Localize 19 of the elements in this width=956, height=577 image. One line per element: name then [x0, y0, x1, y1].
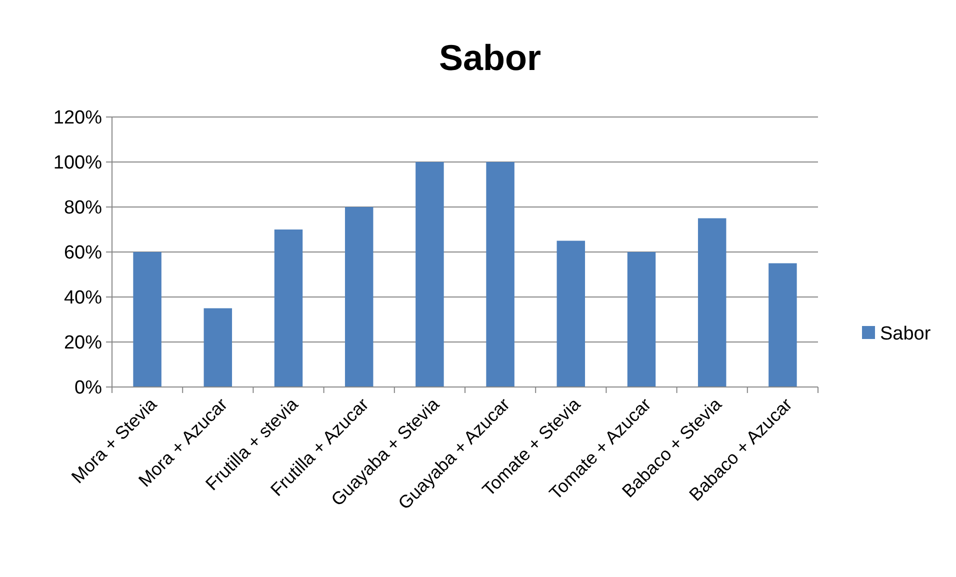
- bar: [556, 240, 586, 387]
- chart-title: Sabor: [438, 37, 542, 78]
- y-tick-label: 60%: [64, 242, 102, 264]
- bar: [698, 218, 726, 387]
- y-tick-label: 40%: [64, 288, 102, 309]
- bar: [768, 263, 797, 387]
- bar: [204, 308, 232, 387]
- bar: [627, 252, 656, 387]
- bar: [486, 162, 514, 387]
- y-tick-label: 20%: [64, 332, 102, 354]
- bar: [416, 162, 444, 387]
- y-tick-label: 80%: [64, 198, 102, 219]
- y-tick-label: 0%: [74, 378, 102, 399]
- y-tick-label: 120%: [53, 108, 102, 129]
- bar: [344, 207, 374, 387]
- bar: [274, 230, 303, 387]
- legend-label: Sabor: [880, 324, 932, 345]
- y-tick-label: 100%: [53, 152, 102, 174]
- bar: [133, 252, 162, 387]
